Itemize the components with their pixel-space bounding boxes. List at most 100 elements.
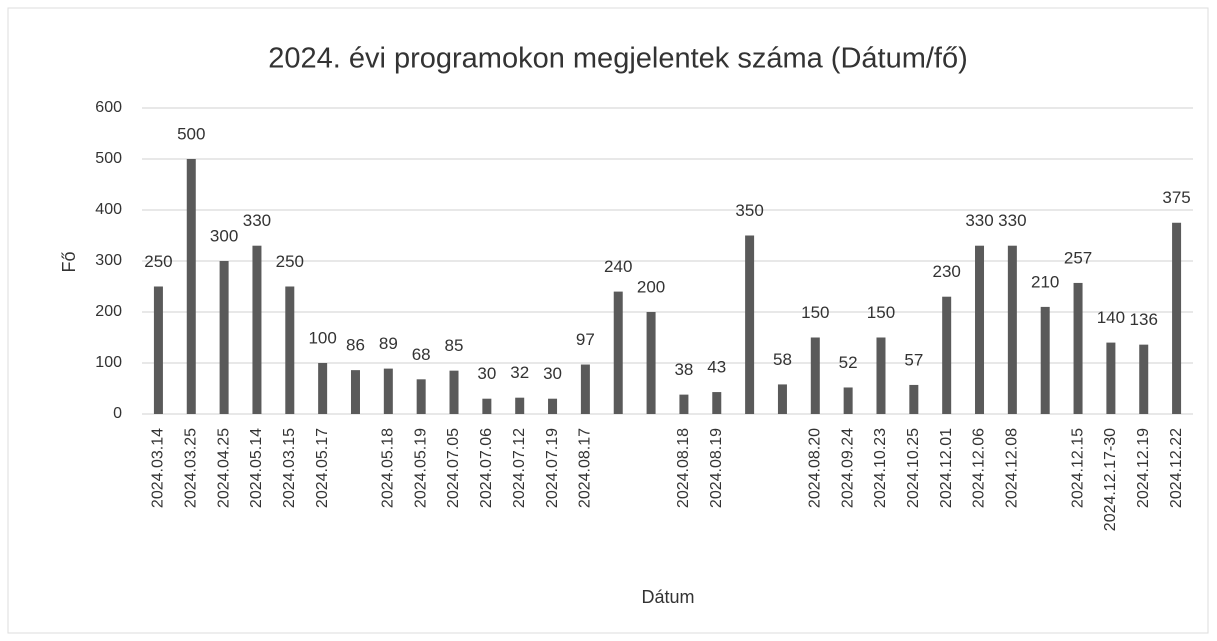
data-label: 500 xyxy=(177,124,205,143)
x-tick-label: 2024.05.18 xyxy=(380,428,397,508)
x-tick-label: 2024.12.01 xyxy=(938,428,955,508)
bar xyxy=(580,364,590,414)
y-tick-label: 400 xyxy=(95,201,122,218)
bar xyxy=(1139,344,1149,414)
y-tick-label: 600 xyxy=(95,99,122,116)
bar xyxy=(285,286,295,414)
x-tick-label: 2024.05.14 xyxy=(248,428,265,508)
x-tick-label: 2024.08.18 xyxy=(675,428,692,508)
data-label: 136 xyxy=(1130,310,1158,329)
data-label: 89 xyxy=(379,334,398,353)
bar xyxy=(876,337,886,414)
x-tick-label: 2024.12.06 xyxy=(971,428,988,508)
data-label: 300 xyxy=(210,226,238,245)
data-label: 97 xyxy=(576,330,595,349)
data-label: 68 xyxy=(412,345,431,364)
x-tick-label: 2024.03.14 xyxy=(150,428,167,508)
bar xyxy=(548,398,558,414)
bar xyxy=(350,370,360,414)
chart-title: 2024. évi programokon megjelentek száma … xyxy=(268,43,968,75)
data-label: 57 xyxy=(904,350,923,369)
bar xyxy=(482,398,492,414)
x-tick-label: 2024.05.17 xyxy=(314,428,331,508)
bar xyxy=(515,397,525,414)
data-label: 250 xyxy=(276,252,304,271)
x-tick-label: 2024.08.17 xyxy=(577,428,594,508)
data-label: 140 xyxy=(1097,308,1125,327)
bar xyxy=(810,337,820,414)
data-label: 43 xyxy=(707,358,726,377)
bar xyxy=(449,370,459,414)
data-label: 30 xyxy=(543,364,562,383)
x-tick-label: 2024.08.19 xyxy=(708,428,725,508)
bar xyxy=(1172,222,1182,414)
bar xyxy=(1073,282,1083,414)
bar xyxy=(646,312,656,414)
bar xyxy=(679,394,689,414)
bar xyxy=(383,368,393,414)
data-label: 150 xyxy=(867,303,895,322)
bar xyxy=(153,286,163,414)
bar xyxy=(745,235,755,414)
y-axis-label: Fő xyxy=(59,251,79,272)
data-label: 150 xyxy=(801,303,829,322)
bar xyxy=(219,261,229,414)
bar xyxy=(318,363,328,414)
bar xyxy=(416,379,426,414)
bar xyxy=(186,159,196,414)
bar xyxy=(613,291,623,414)
data-label: 330 xyxy=(965,211,993,230)
data-label: 375 xyxy=(1162,188,1190,207)
y-tick-label: 100 xyxy=(95,354,122,371)
x-tick-label: 2024.10.25 xyxy=(905,428,922,508)
x-tick-label: 2024.12.15 xyxy=(1069,428,1086,508)
data-label: 85 xyxy=(445,336,464,355)
data-label: 350 xyxy=(735,201,763,220)
bar xyxy=(712,392,722,414)
data-label: 38 xyxy=(674,360,693,379)
x-tick-label: 2024.04.25 xyxy=(215,428,232,508)
bar xyxy=(1106,342,1116,414)
bar xyxy=(1007,245,1017,414)
x-axis-label: Dátum xyxy=(641,587,694,607)
bar xyxy=(975,245,985,414)
data-label: 257 xyxy=(1064,248,1092,267)
x-tick-label: 2024.03.15 xyxy=(281,428,298,508)
x-tick-label: 2024.07.06 xyxy=(478,428,495,508)
x-tick-label: 2024.12.17-30 xyxy=(1102,428,1119,531)
data-label: 330 xyxy=(243,211,271,230)
data-label: 250 xyxy=(144,252,172,271)
data-label: 230 xyxy=(932,262,960,281)
x-tick-label: 2024.03.25 xyxy=(182,428,199,508)
bar xyxy=(843,387,853,414)
x-tick-label: 2024.10.23 xyxy=(872,428,889,508)
x-tick-label: 2024.05.19 xyxy=(412,428,429,508)
bar xyxy=(909,384,919,414)
x-tick-label: 2024.09.24 xyxy=(839,428,856,508)
x-tick-label: 2024.07.05 xyxy=(445,428,462,508)
x-tick-label: 2024.08.20 xyxy=(807,428,824,508)
data-label: 210 xyxy=(1031,272,1059,291)
data-label: 330 xyxy=(998,211,1026,230)
data-label: 100 xyxy=(308,328,336,347)
bar xyxy=(252,245,262,414)
data-label: 200 xyxy=(637,277,665,296)
x-tick-label: 2024.12.22 xyxy=(1168,428,1185,508)
x-tick-label: 2024.12.19 xyxy=(1135,428,1152,508)
y-tick-label: 300 xyxy=(95,252,122,269)
data-label: 52 xyxy=(839,353,858,372)
bar xyxy=(1040,306,1050,414)
data-label: 30 xyxy=(477,364,496,383)
bar xyxy=(942,296,952,414)
x-tick-label: 2024.07.12 xyxy=(511,428,528,508)
bar xyxy=(777,384,787,414)
data-label: 32 xyxy=(510,363,529,382)
y-tick-label: 500 xyxy=(95,150,122,167)
data-label: 86 xyxy=(346,336,365,355)
y-tick-label: 0 xyxy=(113,405,122,422)
x-tick-label: 2024.12.08 xyxy=(1004,428,1021,508)
data-label: 58 xyxy=(773,350,792,369)
y-tick-label: 200 xyxy=(95,303,122,320)
x-tick-label: 2024.07.19 xyxy=(544,428,561,508)
